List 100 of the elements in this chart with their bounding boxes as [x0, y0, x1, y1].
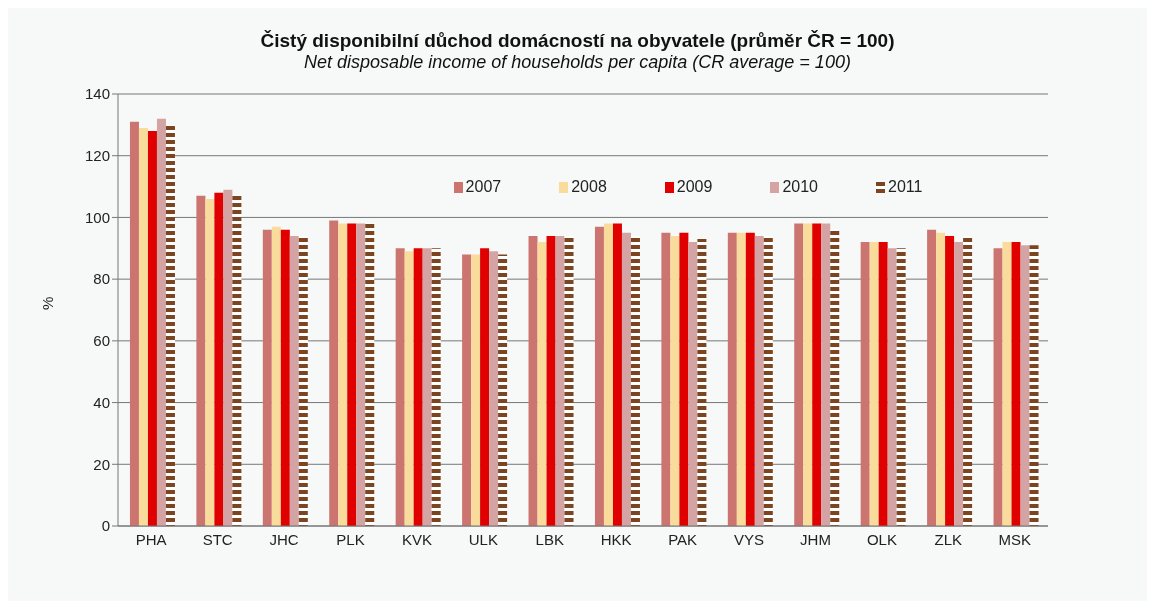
bar: [679, 232, 689, 526]
y-tick-label: 140: [84, 85, 110, 103]
bar: [1020, 245, 1030, 526]
bar: [736, 232, 746, 526]
bar: [945, 235, 955, 526]
bar: [537, 242, 547, 526]
bar: [404, 251, 414, 526]
bar: [993, 248, 1003, 526]
legend-label: 2011: [887, 178, 923, 196]
bar: [954, 242, 964, 526]
bar: [1002, 242, 1012, 526]
bar: [232, 195, 242, 526]
bar: [262, 229, 272, 526]
bar: [803, 223, 813, 526]
chart-title: Čistý disponibilní důchod domácností na obyvatele (průměr ČR = 100): [259, 29, 896, 52]
legend-label: 2010: [781, 178, 818, 196]
bar: [205, 198, 215, 526]
bar: [763, 235, 773, 526]
y-tick-label: 60: [93, 332, 110, 350]
bar: [147, 131, 157, 526]
bar: [688, 242, 698, 526]
bar: [489, 251, 499, 526]
bar: [214, 192, 224, 526]
x-tick-label: PHA: [135, 530, 167, 548]
chart-subtitle: Net disposable income of households per capita (CR average = 100): [303, 52, 852, 73]
bar: [603, 223, 613, 526]
bar: [356, 223, 366, 526]
bar: [887, 248, 897, 526]
x-tick-label: STC: [202, 530, 233, 548]
bar: [1011, 242, 1021, 526]
bar: [413, 248, 423, 526]
bar: [745, 232, 755, 526]
bar: [271, 226, 281, 526]
x-tick-label: OLK: [866, 530, 897, 548]
bar: [555, 235, 565, 526]
bar: [896, 248, 906, 526]
y-axis-title: %: [39, 296, 57, 310]
x-tick-label: JHM: [800, 530, 831, 548]
legend-label: 2007: [464, 178, 502, 196]
bar: [821, 223, 831, 526]
x-tick-label: PAK: [668, 530, 698, 548]
bar: [546, 235, 556, 526]
bar: [564, 235, 574, 526]
bar: [223, 189, 233, 526]
bar: [869, 242, 879, 526]
x-tick-label: LBK: [535, 530, 564, 548]
y-tick-label: 20: [93, 455, 110, 473]
bar: [594, 226, 604, 526]
bar: [936, 232, 946, 526]
bar: [963, 235, 973, 526]
bar: [860, 242, 870, 526]
bar: [431, 248, 441, 526]
bar: [630, 235, 640, 526]
x-tick-label: PLK: [336, 530, 365, 548]
y-tick-label: 0: [101, 517, 110, 535]
bar: [338, 223, 348, 526]
bar: [794, 223, 804, 526]
bar: [129, 121, 139, 526]
bar: [329, 220, 339, 526]
bar: [754, 235, 764, 526]
bar: [138, 127, 148, 526]
bar: [528, 235, 538, 526]
bar: [812, 223, 822, 526]
bar: [697, 239, 707, 526]
x-tick-label: KVK: [401, 530, 432, 548]
bar: [165, 124, 175, 526]
legend-label: 2009: [675, 178, 713, 196]
y-tick-label: 80: [93, 270, 110, 288]
bar: [280, 229, 290, 526]
bar: [830, 229, 840, 526]
bar: [298, 235, 308, 526]
bar: [612, 223, 622, 526]
bar: [621, 232, 631, 526]
y-tick-label: 100: [84, 208, 110, 226]
bar: [498, 254, 508, 526]
x-tick-label: JHC: [269, 530, 299, 548]
bar: [878, 242, 888, 526]
x-tick-label: VYS: [734, 530, 765, 548]
bar: [289, 235, 299, 526]
bar: [347, 223, 357, 526]
y-tick-label: 40: [93, 393, 110, 411]
x-tick-label: MSK: [998, 530, 1032, 548]
y-tick-label: 120: [84, 147, 110, 165]
x-tick-label: ZLK: [934, 530, 963, 548]
x-tick-label: ULK: [468, 530, 498, 548]
bar: [156, 118, 166, 526]
bar: [927, 229, 937, 526]
bar: [480, 248, 490, 526]
x-tick-label: HKK: [600, 530, 632, 548]
bar: [471, 254, 481, 526]
bar: [422, 248, 432, 526]
bar: [365, 223, 375, 526]
bar: [1029, 245, 1039, 526]
bar: [462, 254, 472, 526]
bar: [395, 248, 405, 526]
bar: [661, 232, 671, 526]
bar: [727, 232, 737, 526]
bar: [670, 235, 680, 526]
legend-label: 2008: [570, 178, 607, 196]
bar: [196, 195, 206, 526]
